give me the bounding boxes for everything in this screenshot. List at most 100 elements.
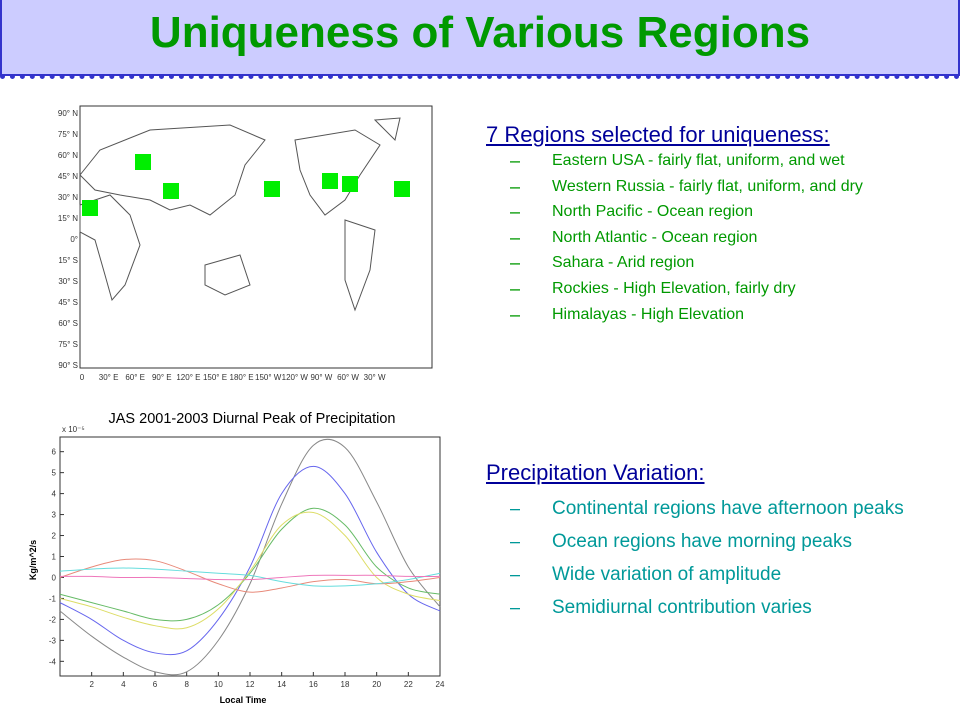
regions-list: Eastern USA - fairly flat, uniform, and … bbox=[508, 152, 958, 331]
regions-heading: 7 Regions selected for uniqueness: bbox=[486, 122, 830, 147]
y-tick-label: 2 bbox=[52, 532, 57, 541]
dash bbox=[510, 161, 520, 163]
list-item: Wide variation of amplitude bbox=[508, 563, 928, 586]
y-tick-label: 6 bbox=[52, 448, 57, 457]
y-tick-label: 3 bbox=[52, 511, 57, 520]
lat-label: 0° bbox=[70, 235, 78, 244]
list-item: Rockies - High Elevation, fairly dry bbox=[508, 280, 958, 306]
series-line bbox=[59, 574, 441, 581]
list-item: Continental regions have afternoon peaks bbox=[508, 497, 928, 520]
y-axis-label: Kg/m^2/s bbox=[28, 540, 38, 580]
list-text: Semidiurnal contribution varies bbox=[552, 597, 812, 618]
lat-label: 60° N bbox=[58, 151, 78, 160]
y-tick-label: -1 bbox=[49, 594, 57, 603]
dash bbox=[510, 607, 520, 610]
x-tick-label: 8 bbox=[184, 680, 189, 689]
lat-label: 75° N bbox=[58, 130, 78, 139]
variation-heading: Precipitation Variation: bbox=[486, 460, 705, 485]
y-tick-label: -3 bbox=[49, 636, 57, 645]
lon-label: 90° W bbox=[310, 373, 332, 382]
x-tick-label: 24 bbox=[436, 680, 445, 689]
line-chart: JAS 2001-2003 Diurnal Peak of Precipitat… bbox=[28, 411, 445, 705]
list-text: North Pacific - Ocean region bbox=[552, 203, 753, 221]
lat-label: 45° N bbox=[58, 172, 78, 181]
lat-label: 75° S bbox=[58, 340, 78, 349]
dash bbox=[510, 541, 520, 544]
x-tick-label: 4 bbox=[121, 680, 126, 689]
lat-label: 30° N bbox=[58, 193, 78, 202]
region-map: 90° N 75° N 60° N 45° N 30° N 15° N 0° 15° S 30°… bbox=[58, 105, 433, 382]
dash bbox=[510, 263, 520, 265]
variation-list: Continental regions have afternoon peaks… bbox=[508, 497, 928, 629]
x-tick-label: 20 bbox=[372, 680, 381, 689]
lat-label: 30° S bbox=[58, 277, 78, 286]
plot-frame bbox=[59, 436, 441, 677]
list-item: Himalayas - High Elevation bbox=[508, 306, 958, 332]
series-line bbox=[59, 507, 441, 622]
list-text: Wide variation of amplitude bbox=[552, 564, 782, 585]
list-item: Eastern USA - fairly flat, uniform, and … bbox=[508, 152, 958, 178]
lon-label: 60° W bbox=[337, 373, 359, 382]
x-tick-label: 22 bbox=[404, 680, 413, 689]
list-item: Semidiurnal contribution varies bbox=[508, 596, 928, 619]
lon-label: 30° W bbox=[364, 373, 386, 382]
y-tick-label: -2 bbox=[49, 615, 57, 624]
y-tick-label: 4 bbox=[52, 490, 57, 499]
lon-label: 150° W bbox=[255, 373, 282, 382]
header-rule bbox=[0, 74, 960, 79]
list-item: Western Russia - fairly flat, uniform, a… bbox=[508, 178, 958, 204]
lon-label: 60° E bbox=[125, 373, 145, 382]
list-text: Ocean regions have morning peaks bbox=[552, 531, 852, 552]
lat-label: 90° N bbox=[58, 109, 78, 118]
continents bbox=[79, 117, 401, 312]
x-axis-label: Local Time bbox=[220, 695, 267, 705]
list-text: Sahara - Arid region bbox=[552, 254, 695, 272]
series-line bbox=[59, 567, 441, 587]
list-text: Continental regions have afternoon peaks bbox=[552, 498, 904, 519]
lon-label: 120° W bbox=[282, 373, 309, 382]
list-text: Himalayas - High Elevation bbox=[552, 305, 745, 323]
lat-label: 90° S bbox=[58, 361, 78, 370]
x-tick-label: 16 bbox=[309, 680, 318, 689]
slide-title: Uniqueness of Various Regions bbox=[149, 8, 811, 57]
x-tick-label: 12 bbox=[246, 680, 255, 689]
header-band bbox=[0, 0, 960, 76]
lon-label: 180° E bbox=[230, 373, 254, 382]
lat-label: 45° S bbox=[58, 298, 78, 307]
list-item: Sahara - Arid region bbox=[508, 254, 958, 280]
lon-label: 120° E bbox=[176, 373, 200, 382]
lon-label: 150° E bbox=[203, 373, 227, 382]
y-tick-label: 1 bbox=[52, 553, 57, 562]
lon-label: 0 bbox=[80, 373, 85, 382]
plot: JAS 2001-2003 Diurnal Peak of Precipitat… bbox=[28, 411, 445, 705]
y-tick-label: 0 bbox=[52, 573, 57, 582]
x-tick-label: 14 bbox=[277, 680, 286, 689]
x-tick-label: 2 bbox=[89, 680, 94, 689]
dash bbox=[510, 212, 520, 214]
y-exponent: x 10⁻⁵ bbox=[62, 425, 85, 434]
series-line bbox=[59, 465, 441, 656]
dash bbox=[510, 238, 520, 240]
lat-label: 15° S bbox=[58, 256, 78, 265]
chart-title: JAS 2001-2003 Diurnal Peak of Precipitat… bbox=[109, 411, 396, 427]
dash bbox=[510, 186, 520, 189]
series-line bbox=[59, 511, 441, 630]
list-item: North Pacific - Ocean region bbox=[508, 203, 958, 229]
x-tick-label: 6 bbox=[153, 680, 158, 689]
dash bbox=[510, 289, 520, 291]
dash bbox=[510, 574, 520, 577]
lat-label: 15° N bbox=[58, 214, 78, 223]
lon-label: 90° E bbox=[152, 373, 172, 382]
list-text: Rockies - High Elevation, fairly dry bbox=[552, 279, 796, 297]
lat-label: 60° S bbox=[58, 319, 78, 328]
list-item: Ocean regions have morning peaks bbox=[508, 530, 928, 553]
list-text: North Atlantic - Ocean region bbox=[552, 228, 758, 246]
dash bbox=[510, 508, 520, 511]
lon-label: 30° E bbox=[99, 373, 119, 382]
region-markers bbox=[82, 154, 410, 216]
list-text: Eastern USA - fairly flat, uniform, and … bbox=[552, 152, 845, 169]
y-tick-label: -4 bbox=[49, 657, 57, 666]
list-text: Western Russia - fairly flat, uniform, a… bbox=[552, 177, 863, 195]
list-item: North Atlantic - Ocean region bbox=[508, 229, 958, 255]
